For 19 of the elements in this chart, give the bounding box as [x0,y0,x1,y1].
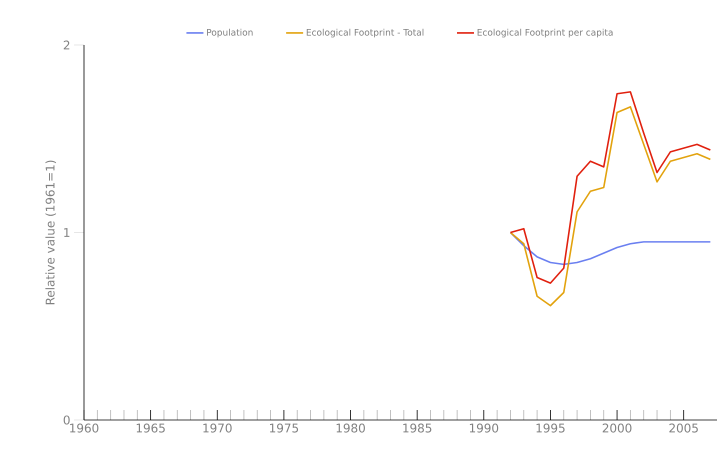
x-tick-label: 1990 [470,424,498,433]
line-series [510,91,712,284]
y-axis-title: Relative value (1961=1) [45,160,56,304]
x-tick-label: 1965 [136,424,165,433]
x-tick-label: 1975 [270,424,298,433]
y-tick-label: 0 [64,415,70,425]
legend-label: Population [207,28,253,38]
x-tick-label: 1980 [336,424,365,433]
line-series [510,106,712,306]
x-tick-label: 1960 [70,424,98,433]
x-tick-label: 1970 [203,424,232,433]
x-tick-label: 1985 [403,424,432,433]
x-tick-label: 2005 [669,424,698,433]
x-tick-label: 1995 [536,424,565,433]
y-tick-label: 1 [64,228,70,237]
y-tick-label: 2 [64,40,70,50]
x-tick-label: 2000 [602,424,632,433]
legend-label: Ecological Footprint per capita [478,28,613,38]
legend-label: Ecological Footprint - Total [306,28,424,38]
